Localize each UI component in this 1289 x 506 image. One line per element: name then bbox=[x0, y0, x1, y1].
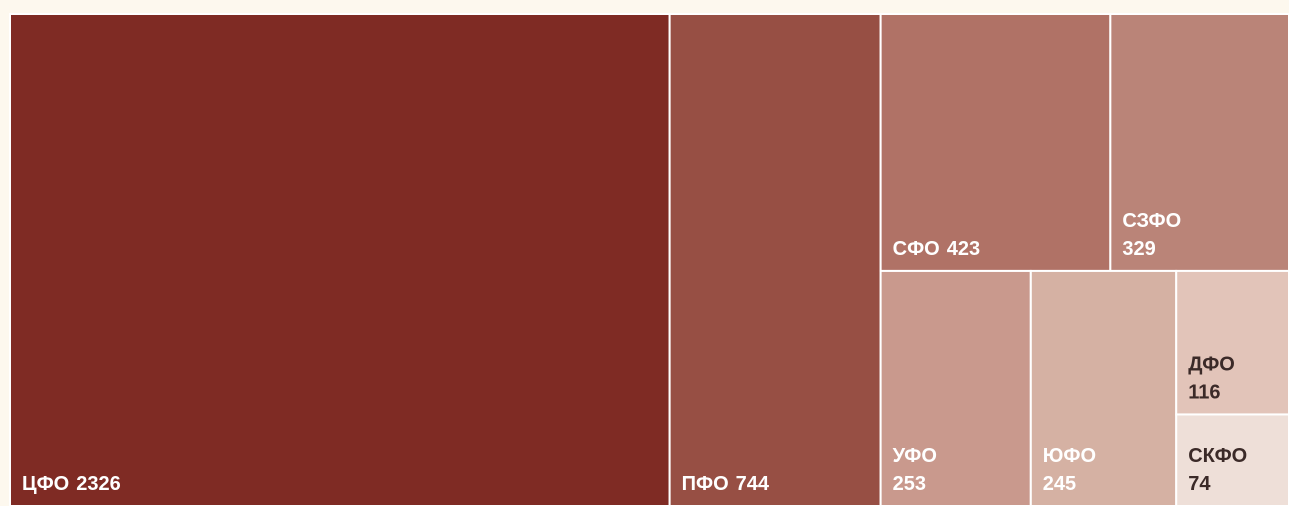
cell-value: 329 bbox=[1122, 238, 1155, 260]
cell-value: 253 bbox=[893, 473, 926, 495]
cell-label: ЦФО bbox=[22, 473, 69, 495]
cell-label: ДФО bbox=[1188, 353, 1235, 375]
treemap-cell bbox=[668, 13, 882, 506]
cell-value: 2326 bbox=[76, 473, 121, 495]
treemap-cell bbox=[879, 13, 1112, 272]
cell-value: 423 bbox=[947, 238, 980, 260]
cell-value: 245 bbox=[1043, 473, 1076, 495]
cell-value: 744 bbox=[736, 473, 770, 495]
treemap-cell bbox=[1029, 269, 1178, 506]
cell-label: СФО bbox=[893, 238, 940, 260]
cell-value: 74 bbox=[1188, 473, 1211, 495]
treemap-cell bbox=[1175, 413, 1289, 506]
treemap-cell bbox=[1175, 269, 1289, 416]
treemap-cell bbox=[1109, 13, 1289, 272]
treemap-cell bbox=[879, 269, 1032, 506]
cell-label: СЗФО bbox=[1122, 210, 1181, 232]
cell-label: ПФО bbox=[682, 473, 729, 495]
treemap-cell bbox=[9, 13, 671, 506]
cell-label: СКФО bbox=[1188, 445, 1247, 467]
cell-value: 116 bbox=[1188, 381, 1220, 403]
cell-label: УФО bbox=[893, 445, 937, 467]
cell-label: ЮФО bbox=[1043, 445, 1096, 467]
